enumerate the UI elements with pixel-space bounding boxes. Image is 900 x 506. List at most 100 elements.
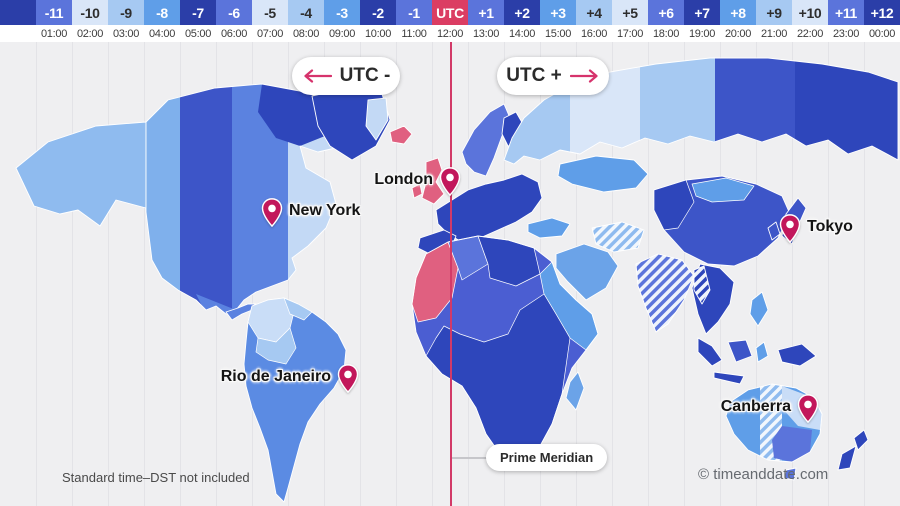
- landmass-iran-hatched: [591, 221, 645, 253]
- utc-cell-utc[interactable]: UTC: [432, 0, 468, 25]
- utc-cell--7[interactable]: -7: [180, 0, 216, 25]
- utc-cell--10[interactable]: -10: [72, 0, 108, 25]
- time-label: 09:00: [328, 27, 356, 40]
- landmass-madagascar: [565, 371, 585, 411]
- map-pin-icon[interactable]: [779, 214, 801, 243]
- landmass-south-america: [243, 297, 347, 503]
- time-label: 10:00: [364, 27, 392, 40]
- landmass-scandinavia: [461, 103, 511, 177]
- prime-meridian-badge: Prime Meridian: [486, 444, 608, 471]
- city-label: Canberra: [720, 398, 791, 415]
- utc-cell-+6[interactable]: +6: [648, 0, 684, 25]
- utc-cell-+12[interactable]: +12: [864, 0, 900, 25]
- utc-cell--11[interactable]: -11: [36, 0, 72, 25]
- time-label: 15:00: [544, 27, 572, 40]
- time-row: 01:00 02:00 03:00 04:00 05:00 06:00 07:00 08:00…: [0, 25, 900, 42]
- utc-cell-+3[interactable]: +3: [540, 0, 576, 25]
- time-label: 01:00: [40, 27, 68, 40]
- landmass-uk: [421, 157, 445, 205]
- landmass-java: [713, 371, 745, 385]
- utc-minus-label: UTC -: [339, 65, 391, 86]
- utc-cell-+2[interactable]: +2: [504, 0, 540, 25]
- time-label: 05:00: [184, 27, 212, 40]
- prime-meridian-line: [450, 42, 452, 506]
- prime-meridian-label: Prime Meridian: [500, 450, 594, 465]
- utc-cell-+4[interactable]: +4: [576, 0, 612, 25]
- utc-cell-+9[interactable]: +9: [756, 0, 792, 25]
- time-label: 17:00: [616, 27, 644, 40]
- time-label: 11:00: [401, 27, 427, 40]
- utc-cell--9[interactable]: -9: [108, 0, 144, 25]
- utc-plus-label: UTC +: [506, 65, 562, 86]
- utc-cell--1[interactable]: -1: [396, 0, 432, 25]
- utc-header-row: -11 -10 -9 -8 -7 -6 -5 -4 -3 -2 -1 UTC +1 +2 +3 +4 +5 +6 +…: [0, 0, 900, 25]
- utc-cell-+10[interactable]: +10: [792, 0, 828, 25]
- time-label: 06:00: [220, 27, 248, 40]
- map-canvas[interactable]: UTC - UTC + Prime Meridian Standard time…: [0, 42, 900, 506]
- landmass-new-zealand-north: [853, 429, 869, 451]
- landmass-ireland: [411, 183, 423, 199]
- landmass-india-hatched: [635, 253, 695, 333]
- utc-cell-blank[interactable]: [0, 0, 36, 25]
- map-pin-icon[interactable]: [797, 394, 819, 423]
- utc-cell--2[interactable]: -2: [360, 0, 396, 25]
- utc-cell-+5[interactable]: +5: [612, 0, 648, 25]
- gridline: [36, 42, 37, 506]
- utc-cell-+7[interactable]: +7: [684, 0, 720, 25]
- landmass-arabia: [555, 243, 619, 301]
- utc-minus-pill: UTC -: [292, 57, 400, 95]
- time-label: 08:00: [292, 27, 320, 40]
- time-label: 16:00: [580, 27, 608, 40]
- attribution: © timeanddate.com: [698, 466, 829, 483]
- utc-cell-+11[interactable]: +11: [828, 0, 864, 25]
- map-pin-icon[interactable]: [439, 167, 461, 196]
- map-pin-icon[interactable]: [337, 364, 359, 393]
- landmass-new-guinea: [777, 343, 817, 367]
- gridline: [792, 42, 793, 506]
- time-label: 07:00: [256, 27, 284, 40]
- gridline: [360, 42, 361, 506]
- utc-cell--6[interactable]: -6: [216, 0, 252, 25]
- gridline: [756, 42, 757, 506]
- utc-cell-+8[interactable]: +8: [720, 0, 756, 25]
- time-label: 13:00: [472, 27, 500, 40]
- landmass-tasmania: [783, 467, 797, 481]
- landmass-sulawesi: [755, 341, 769, 363]
- landmass-iceland: [389, 125, 413, 145]
- time-label: 12:00: [436, 27, 464, 40]
- landmass-turkey: [527, 217, 571, 239]
- landmass-borneo: [727, 339, 753, 363]
- time-label: 21:00: [760, 27, 788, 40]
- time-label: [0, 25, 36, 42]
- landmass-africa: [411, 235, 599, 459]
- utc-cell--5[interactable]: -5: [252, 0, 288, 25]
- landmass-alaska: [15, 121, 147, 227]
- landmass-new-zealand-south: [837, 445, 857, 471]
- time-label: 04:00: [148, 27, 176, 40]
- dst-note: Standard time–DST not included: [62, 470, 250, 485]
- meridian-connector-line: [452, 457, 488, 459]
- city-label: New York: [289, 202, 361, 219]
- city-label: Tokyo: [807, 218, 853, 235]
- utc-cell--4[interactable]: -4: [288, 0, 324, 25]
- gridline: [144, 42, 145, 506]
- time-label: 18:00: [652, 27, 680, 40]
- city-label: London: [374, 171, 433, 188]
- utc-cell-+1[interactable]: +1: [468, 0, 504, 25]
- utc-cell--3[interactable]: -3: [324, 0, 360, 25]
- time-label: 00:00: [868, 27, 896, 40]
- gridline: [396, 42, 397, 506]
- time-label: 02:00: [76, 27, 104, 40]
- landmass-myanmar-hatched: [693, 265, 711, 305]
- time-label: 20:00: [724, 27, 752, 40]
- map-pin-icon[interactable]: [261, 198, 283, 227]
- utc-cell--8[interactable]: -8: [144, 0, 180, 25]
- time-label: 03:00: [112, 27, 140, 40]
- landmass-central-asia: [557, 155, 649, 193]
- landmass-australia: [725, 383, 823, 463]
- landmass-china: [653, 175, 791, 267]
- gridline: [72, 42, 73, 506]
- world-map: [15, 57, 899, 503]
- left-arrow-icon: [304, 69, 332, 83]
